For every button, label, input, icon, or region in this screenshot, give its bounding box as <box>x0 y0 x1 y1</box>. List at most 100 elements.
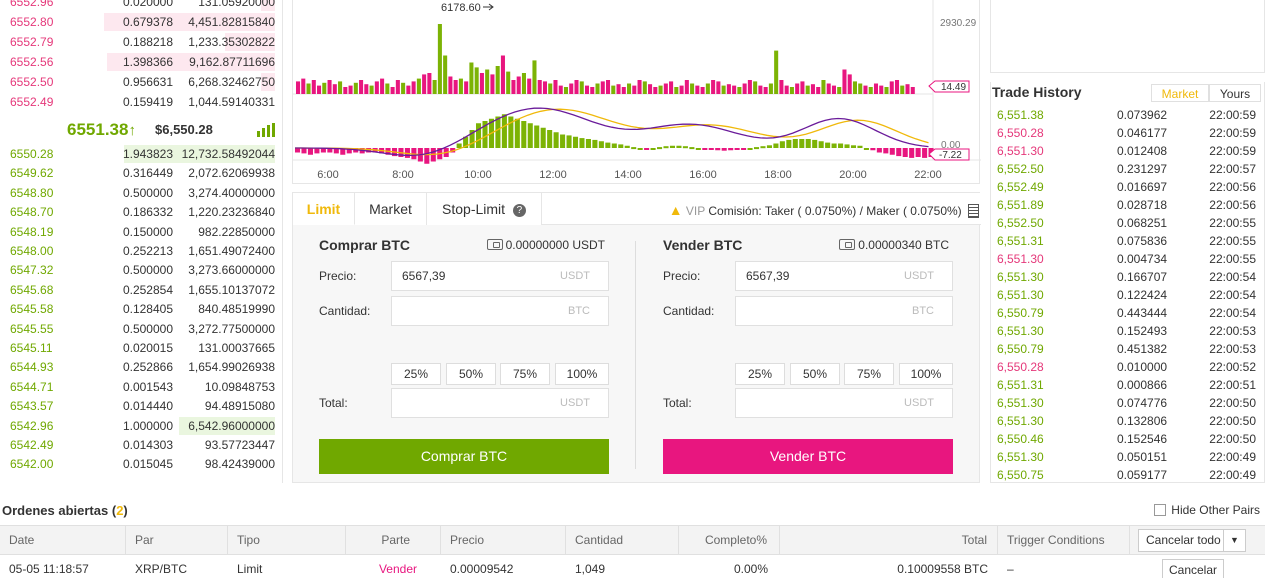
cancel-all-button[interactable]: Cancelar todo ▼ <box>1138 529 1246 552</box>
buy-price-value[interactable]: 6567,39 <box>402 269 446 283</box>
bid-price[interactable]: 6544.93 <box>10 360 54 375</box>
bid-price[interactable]: 6545.58 <box>10 302 54 317</box>
cancel-all-label[interactable]: Cancelar todo <box>1146 533 1221 547</box>
trade-price: 6,550.79 <box>997 306 1044 320</box>
bid-row[interactable]: 6547.32 0.500000 3,273.66000000 <box>0 260 280 280</box>
buy-total-input[interactable]: USDT <box>391 388 609 418</box>
chevron-down-icon[interactable]: ▼ <box>1223 530 1245 551</box>
bid-row[interactable]: 6542.00 0.015045 98.42439000 <box>0 454 280 474</box>
ask-row[interactable]: 6552.79 0.188218 1,233.35302822 <box>0 32 280 52</box>
bid-price[interactable]: 6542.49 <box>10 438 54 452</box>
bid-row[interactable]: 6548.80 0.500000 3,274.40000000 <box>0 183 280 203</box>
ask-row[interactable]: 6552.80 0.679378 4,451.82815840 <box>0 12 280 32</box>
hide-other-pairs-label[interactable]: Hide Other Pairs <box>1171 503 1260 517</box>
bid-row[interactable]: 6545.55 0.500000 3,272.77500000 <box>0 319 280 339</box>
ask-row[interactable]: 6552.56 1.398366 9,162.87711696 <box>0 52 280 72</box>
sell-amount-input[interactable]: BTC <box>735 296 953 326</box>
sell-total-input[interactable]: USDT <box>735 388 953 418</box>
ask-price[interactable]: 6552.79 <box>10 35 54 49</box>
bid-row[interactable]: 6550.28 1.943823 12,732.58492044 <box>0 144 280 164</box>
bid-price[interactable]: 6542.96 <box>10 418 54 433</box>
tab-stop-limit[interactable]: Stop-Limit ? <box>427 193 542 225</box>
macd-last-tag <box>928 148 970 161</box>
hide-other-pairs-checkbox[interactable] <box>1154 504 1167 516</box>
ask-row[interactable]: 6552.49 0.159419 1,044.59140331 <box>0 92 280 112</box>
chart-svg[interactable]: 6:00 8:00 10:00 12:00 14:00 16:00 18:00 20:00 22… <box>293 0 981 184</box>
buy-amount-input[interactable]: BTC <box>391 296 609 326</box>
volume-bar <box>343 87 348 94</box>
signal-bars-icon[interactable] <box>257 123 275 137</box>
bid-row[interactable]: 6545.68 0.252854 1,655.10137072 <box>0 280 280 300</box>
macd-bar <box>779 141 785 148</box>
ask-price[interactable]: 6552.56 <box>10 55 54 69</box>
volume-bar <box>574 80 579 94</box>
ask-price[interactable]: 6552.80 <box>10 15 54 29</box>
buy-pct-25[interactable]: 25% <box>391 363 441 385</box>
bid-row[interactable]: 6542.49 0.014303 93.57723447 <box>0 435 280 455</box>
bid-price[interactable]: 6548.80 <box>10 185 54 200</box>
bid-row[interactable]: 6543.57 0.014440 94.48915080 <box>0 396 280 416</box>
bid-row[interactable]: 6544.71 0.001543 10.09848753 <box>0 377 280 397</box>
ask-total: 1,233.35302822 <box>188 35 275 49</box>
volume-bar <box>474 67 479 94</box>
macd-bar <box>366 148 372 153</box>
ask-price[interactable]: 6552.96 <box>10 0 54 9</box>
tab-market[interactable]: Market <box>355 193 427 225</box>
buy-pct-100[interactable]: 100% <box>555 363 609 385</box>
bid-row[interactable]: 6549.62 0.316449 2,072.62069938 <box>0 163 280 183</box>
sell-button[interactable]: Vender BTC <box>663 439 953 474</box>
sell-pct-75[interactable]: 75% <box>844 363 894 385</box>
bid-price[interactable]: 6545.55 <box>10 321 54 336</box>
bid-price[interactable]: 6548.00 <box>10 244 54 258</box>
macd-bar <box>915 148 921 157</box>
ask-row[interactable]: 6552.50 0.956631 6,268.32462750 <box>0 72 280 92</box>
bid-row[interactable]: 6544.93 0.252866 1,654.99026938 <box>0 357 280 377</box>
bid-price[interactable]: 6550.28 <box>10 147 54 161</box>
bid-price[interactable]: 6549.62 <box>10 166 54 181</box>
macd-last-label: -7.22 <box>939 150 962 161</box>
sell-pct-100[interactable]: 100% <box>899 363 953 385</box>
bid-price[interactable]: 6542.00 <box>10 457 54 472</box>
bid-price[interactable]: 6545.68 <box>10 282 54 297</box>
bid-price[interactable]: 6547.32 <box>10 263 54 278</box>
help-icon[interactable]: ? <box>512 204 526 217</box>
bid-price[interactable]: 6544.71 <box>10 379 54 394</box>
tab-your-trades[interactable]: Yours <box>1209 84 1261 102</box>
tab-market-trades[interactable]: Market <box>1151 84 1209 102</box>
ask-row[interactable]: 6552.96 0.020000 131.05920000 <box>0 0 280 12</box>
ask-price[interactable]: 6552.49 <box>10 95 54 109</box>
bid-price[interactable]: 6543.57 <box>10 399 54 414</box>
sell-balance-value: 0.00000340 BTC <box>858 238 949 252</box>
bid-row[interactable]: 6548.19 0.150000 982.22850000 <box>0 222 280 242</box>
bid-price[interactable]: 6545.11 <box>10 341 53 355</box>
volume-bar <box>910 87 915 94</box>
cancel-order-button[interactable]: Cancelar <box>1162 559 1224 578</box>
taker-fee: ( 0.0750%) <box>797 204 857 218</box>
buy-pct-75[interactable]: 75% <box>500 363 550 385</box>
buy-pct-50[interactable]: 50% <box>446 363 496 385</box>
sell-pct-50[interactable]: 50% <box>790 363 840 385</box>
buy-price-input[interactable]: 6567,39 USDT <box>391 261 609 291</box>
hide-other-pairs[interactable]: Hide Other Pairs <box>1154 503 1260 517</box>
bid-row[interactable]: 6548.70 0.186332 1,220.23236840 <box>0 202 280 222</box>
bid-total: 3,274.40000000 <box>188 185 275 200</box>
ask-price[interactable]: 6552.50 <box>10 75 54 89</box>
bid-row[interactable]: 6548.00 0.252213 1,651.49072400 <box>0 241 280 261</box>
price-chart[interactable]: 6:00 8:00 10:00 12:00 14:00 16:00 18:00 20:00 22… <box>292 0 981 184</box>
tab-stop-limit-label[interactable]: Stop-Limit <box>442 201 506 217</box>
calculator-icon[interactable] <box>968 204 979 218</box>
sell-price-input[interactable]: 6567,39 USDT <box>735 261 953 291</box>
bid-row[interactable]: 6542.96 1.000000 6,542.96000000 <box>0 416 280 436</box>
bid-row[interactable]: 6545.58 0.128405 840.48519990 <box>0 299 280 319</box>
volume-bar <box>611 85 616 94</box>
sell-pct-25[interactable]: 25% <box>735 363 785 385</box>
bid-price[interactable]: 6548.19 <box>10 224 54 239</box>
volume-bar <box>338 81 343 94</box>
bid-price[interactable]: 6548.70 <box>10 205 54 220</box>
volume-bar <box>495 66 500 94</box>
bid-row[interactable]: 6545.11 0.020015 131.00037665 <box>0 338 280 358</box>
sell-price-value[interactable]: 6567,39 <box>746 269 790 283</box>
buy-button[interactable]: Comprar BTC <box>319 439 609 474</box>
tab-limit[interactable]: Limit <box>293 193 355 225</box>
maker-fee: ( 0.0750%) <box>902 204 962 218</box>
